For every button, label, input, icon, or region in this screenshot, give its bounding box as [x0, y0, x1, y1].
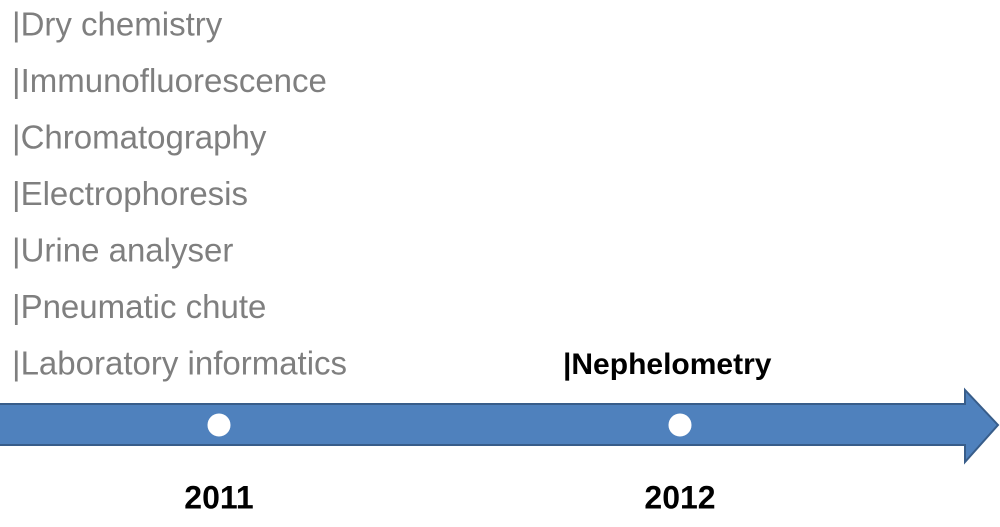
year-label: 2011: [184, 479, 253, 515]
event-item: |Laboratory informatics: [12, 345, 347, 382]
year-label: 2012: [644, 479, 715, 515]
event-item: |Dry chemistry: [12, 6, 223, 43]
timeline-arrow: [0, 387, 1000, 465]
event-dot: [206, 412, 232, 438]
event-dot: [667, 412, 693, 438]
event-item: |Electrophoresis: [12, 175, 248, 212]
event-item: |Chromatography: [12, 119, 267, 156]
event-item: |Urine analyser: [12, 232, 233, 269]
event-item: |Nephelometry: [563, 348, 772, 381]
event-item: |Pneumatic chute: [12, 288, 266, 325]
event-item: |Immunofluorescence: [12, 62, 327, 99]
